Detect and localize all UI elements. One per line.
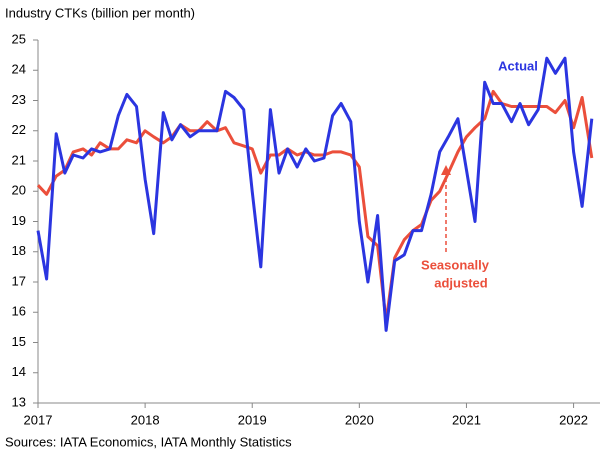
y-tick-label: 16 — [12, 304, 26, 319]
y-tick-label: 21 — [12, 152, 26, 167]
x-tick-label: 2021 — [452, 412, 481, 427]
x-tick-label: 2020 — [345, 412, 374, 427]
x-tick-label: 2019 — [238, 412, 267, 427]
series-line — [36, 56, 594, 332]
source: Sources: IATA Economics, IATA Monthly St… — [5, 434, 292, 449]
legend-label: adjusted — [434, 275, 488, 290]
y-tick-label: 23 — [12, 92, 26, 107]
y-tick-label: 20 — [12, 183, 26, 198]
y-tick-label: 17 — [12, 273, 26, 288]
legend-label: Actual — [498, 58, 538, 73]
x-tick-label: 2017 — [24, 412, 53, 427]
y-tick-label: 19 — [12, 213, 26, 228]
y-tick-label: 15 — [12, 334, 26, 349]
y-tick-label: 22 — [12, 122, 26, 137]
x-tick-label: 2018 — [131, 412, 160, 427]
y-tick-label: 25 — [12, 31, 26, 46]
y-tick-label: 24 — [12, 62, 26, 77]
y-tick-label: 18 — [12, 243, 26, 258]
x-tick-label: 2022 — [559, 412, 588, 427]
y-tick-label: 13 — [12, 394, 26, 409]
arrow-head — [441, 165, 451, 175]
chart-title: Industry CTKs (billion per month) — [5, 5, 195, 20]
series-line — [36, 89, 594, 323]
legend-label: Seasonally — [421, 257, 490, 272]
y-tick-label: 14 — [12, 364, 26, 379]
